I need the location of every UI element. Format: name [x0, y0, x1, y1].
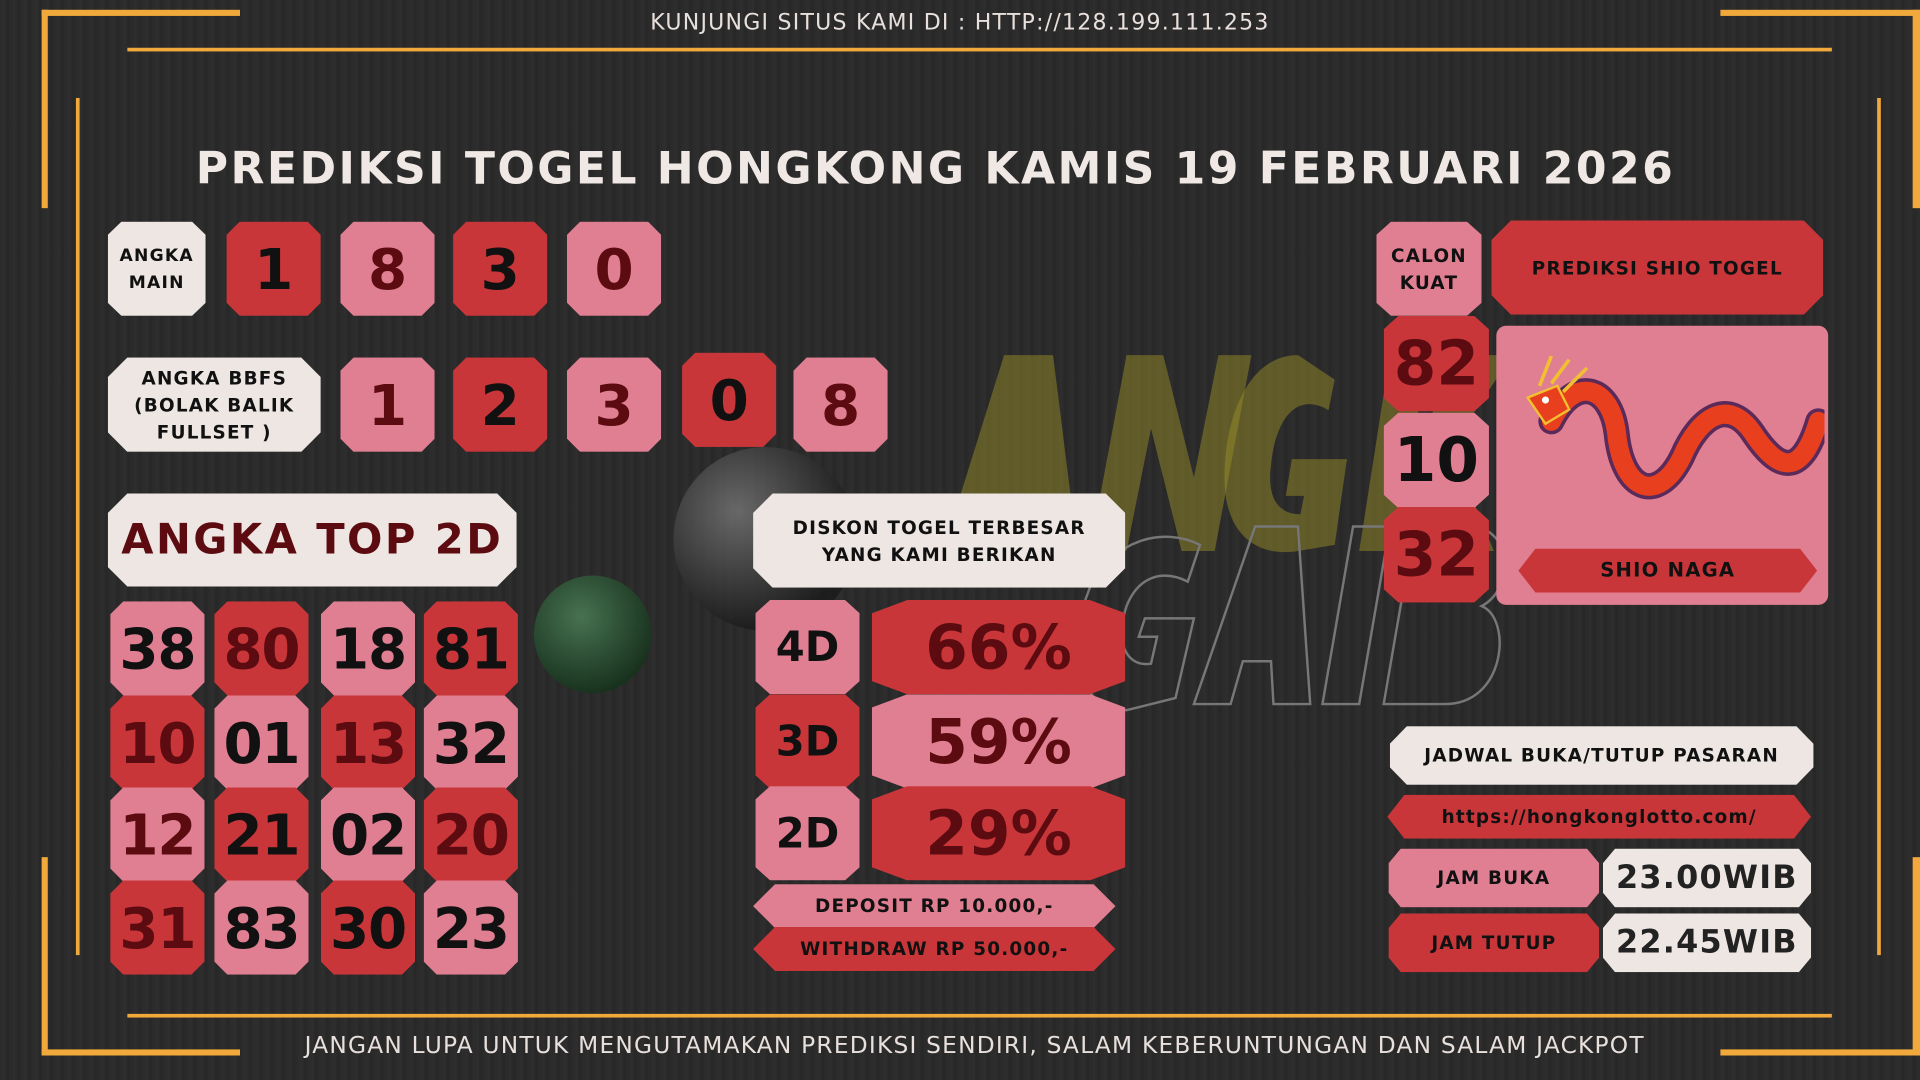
jam-tutup-value: 22.45WIB: [1603, 913, 1811, 972]
frame-line: [1877, 97, 1881, 956]
shio-name: SHIO NAGA: [1518, 549, 1817, 593]
bbfs-number: 3: [566, 357, 662, 452]
top2d-number: 31: [110, 880, 205, 975]
top2d-number: 83: [214, 880, 309, 975]
deposit-info: DEPOSIT RP 10.000,-: [753, 884, 1115, 928]
angka-main-number: 8: [340, 221, 435, 316]
angka-main-number: 1: [226, 221, 321, 316]
top2d-number: 12: [110, 787, 205, 882]
frame-line: [127, 47, 1832, 52]
calon-kuat-label: CALON KUAT: [1376, 221, 1482, 316]
top2d-number: 38: [110, 601, 205, 696]
frame-line: [41, 857, 48, 1056]
frame-line: [41, 1049, 241, 1056]
diskon-type-label: 3D: [755, 694, 860, 789]
dragon-icon: [1525, 355, 1825, 500]
top2d-number: 23: [423, 880, 518, 975]
bbfs-number: 0: [682, 352, 777, 447]
top2d-number: 18: [320, 601, 416, 696]
angka-main-label: ANGKA MAIN: [107, 221, 206, 316]
diskon-type-label: 4D: [755, 600, 860, 695]
bbfs-number: 1: [340, 357, 435, 452]
top2d-number: 80: [214, 601, 309, 696]
angka-main-number: 3: [453, 221, 548, 316]
bbfs-number: 2: [453, 357, 548, 452]
calon-kuat-number: 10: [1383, 412, 1489, 509]
shio-label: PREDIKSI SHIO TOGEL: [1491, 220, 1823, 314]
bbfs-label: ANGKA BBFS (BOLAK BALIK FULLSET ): [108, 358, 321, 452]
shio-card: SHIO NAGA: [1496, 325, 1829, 605]
jam-buka-value: 23.00WIB: [1603, 849, 1811, 908]
diskon-type-label: 2D: [755, 786, 860, 881]
diskon-value: 66%: [871, 600, 1126, 695]
frame-line: [75, 97, 80, 956]
frame-line: [127, 1013, 1832, 1018]
angka-main-number: 0: [566, 221, 662, 316]
frame-line: [1720, 9, 1920, 16]
frame-line: [41, 9, 48, 209]
calon-kuat-number: 32: [1383, 506, 1489, 603]
top2d-number: 32: [423, 695, 518, 790]
top2d-number: 20: [423, 787, 518, 882]
billiard-ball-icon: [533, 575, 652, 694]
top2d-number: 13: [320, 695, 416, 790]
frame-line: [41, 9, 241, 16]
top2d-number: 81: [423, 601, 518, 696]
jam-buka-label: JAM BUKA: [1389, 849, 1600, 908]
page-title: PREDIKSI TOGEL HONGKONG KAMIS 19 FEBRUAR…: [195, 144, 1676, 195]
footer-text: JANGAN LUPA UNTUK MENGUTAMAKAN PREDIKSI …: [304, 1032, 1645, 1060]
withdraw-info: WITHDRAW RP 50.000,-: [753, 927, 1115, 971]
frame-line: [1720, 1049, 1920, 1056]
top2d-number: 10: [110, 695, 205, 790]
diskon-label: DISKON TOGEL TERBESAR YANG KAMI BERIKAN: [753, 493, 1125, 587]
top2d-number: 21: [214, 787, 309, 882]
diskon-value: 29%: [871, 786, 1126, 881]
top2d-number: 01: [214, 695, 309, 790]
frame-line: [1912, 857, 1920, 1056]
jam-tutup-label: JAM TUTUP: [1389, 913, 1600, 972]
calon-kuat-number: 82: [1383, 315, 1489, 412]
diskon-value: 59%: [871, 694, 1126, 789]
top2d-number: 02: [320, 787, 416, 882]
frame-line: [1912, 9, 1920, 209]
jadwal-label: JADWAL BUKA/TUTUP PASARAN: [1390, 726, 1814, 785]
top2d-label: ANGKA TOP 2D: [108, 493, 517, 586]
market-url-link[interactable]: https://hongkonglotto.com/: [1387, 795, 1811, 839]
visit-text: KUNJUNGI SITUS KAMI DI : HTTP://128.199.…: [650, 9, 1270, 36]
top2d-number: 30: [320, 880, 416, 975]
bbfs-number: 8: [793, 357, 888, 452]
